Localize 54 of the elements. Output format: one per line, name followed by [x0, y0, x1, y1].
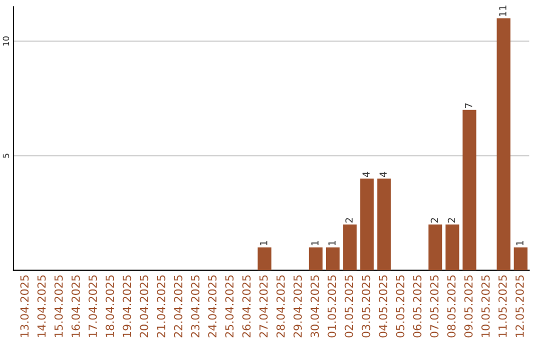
- x-tick-label: 19.04.2025: [122, 275, 132, 337]
- x-tick-label: 03.05.2025: [362, 275, 370, 338]
- x-tick-label: 24.04.2025: [208, 275, 217, 338]
- x-tick-label: 16.04.2025: [72, 275, 80, 337]
- data-label: 2: [345, 218, 353, 223]
- bar: [496, 18, 510, 270]
- x-tick-label: 07.05.2025: [430, 275, 439, 338]
- x-tick-label: 09.05.2025: [464, 275, 473, 338]
- y-tick-label: 5: [2, 154, 10, 158]
- data-label: 7: [465, 103, 472, 108]
- x-tick-label: 01.05.2025: [328, 275, 336, 338]
- x-tick-label: 11.05.2025: [498, 275, 507, 337]
- bar: [360, 178, 374, 270]
- bar: [258, 247, 272, 270]
- x-tick-label: 30.04.2025: [310, 275, 319, 338]
- bar: [514, 247, 528, 270]
- bar: [377, 178, 391, 270]
- x-tick-label: 27.04.2025: [259, 275, 268, 338]
- x-tick-label: 15.04.2025: [54, 275, 63, 337]
- bar: [462, 110, 476, 270]
- data-label: 2: [448, 218, 456, 223]
- bar: [428, 224, 442, 270]
- x-tick-label: 22.04.2025: [174, 275, 182, 338]
- x-tick-label: 20.04.2025: [140, 275, 148, 338]
- bar: [308, 247, 323, 270]
- x-tick-label: 18.04.2025: [106, 275, 114, 337]
- bar: [446, 224, 460, 270]
- data-label: 4: [362, 172, 370, 178]
- x-tick-label: 14.04.2025: [37, 275, 46, 337]
- x-tick-label: 12.05.2025: [515, 275, 524, 337]
- data-label: 1: [328, 240, 336, 246]
- y-tick-label: 10: [2, 36, 10, 46]
- x-tick-label: 29.04.2025: [293, 275, 302, 338]
- data-label: 1: [311, 240, 318, 246]
- x-tick-label: 21.04.2025: [156, 275, 166, 338]
- x-tick-label: 10.05.2025: [481, 275, 490, 337]
- x-tick-label: 23.04.2025: [191, 275, 200, 338]
- x-tick-label: 26.04.2025: [242, 275, 251, 338]
- x-tick-label: 08.05.2025: [447, 275, 456, 338]
- data-label: 1: [260, 240, 268, 246]
- bar: [326, 247, 340, 270]
- x-tick-label: 13.04.2025: [20, 275, 29, 337]
- bar: [343, 224, 357, 270]
- data-label: 2: [430, 218, 438, 223]
- data-label: 1: [516, 240, 524, 246]
- x-tick-label: 06.05.2025: [413, 275, 422, 338]
- data-label: 4: [380, 172, 387, 178]
- x-tick-label: 02.05.2025: [344, 275, 354, 338]
- x-tick-label: 28.04.2025: [276, 275, 285, 338]
- x-tick-label: 05.05.2025: [396, 275, 404, 338]
- x-tick-label: 25.04.2025: [225, 275, 234, 338]
- x-tick-label: 04.05.2025: [378, 275, 388, 338]
- data-label: 11: [499, 6, 506, 16]
- x-tick-label: 17.04.2025: [88, 275, 97, 337]
